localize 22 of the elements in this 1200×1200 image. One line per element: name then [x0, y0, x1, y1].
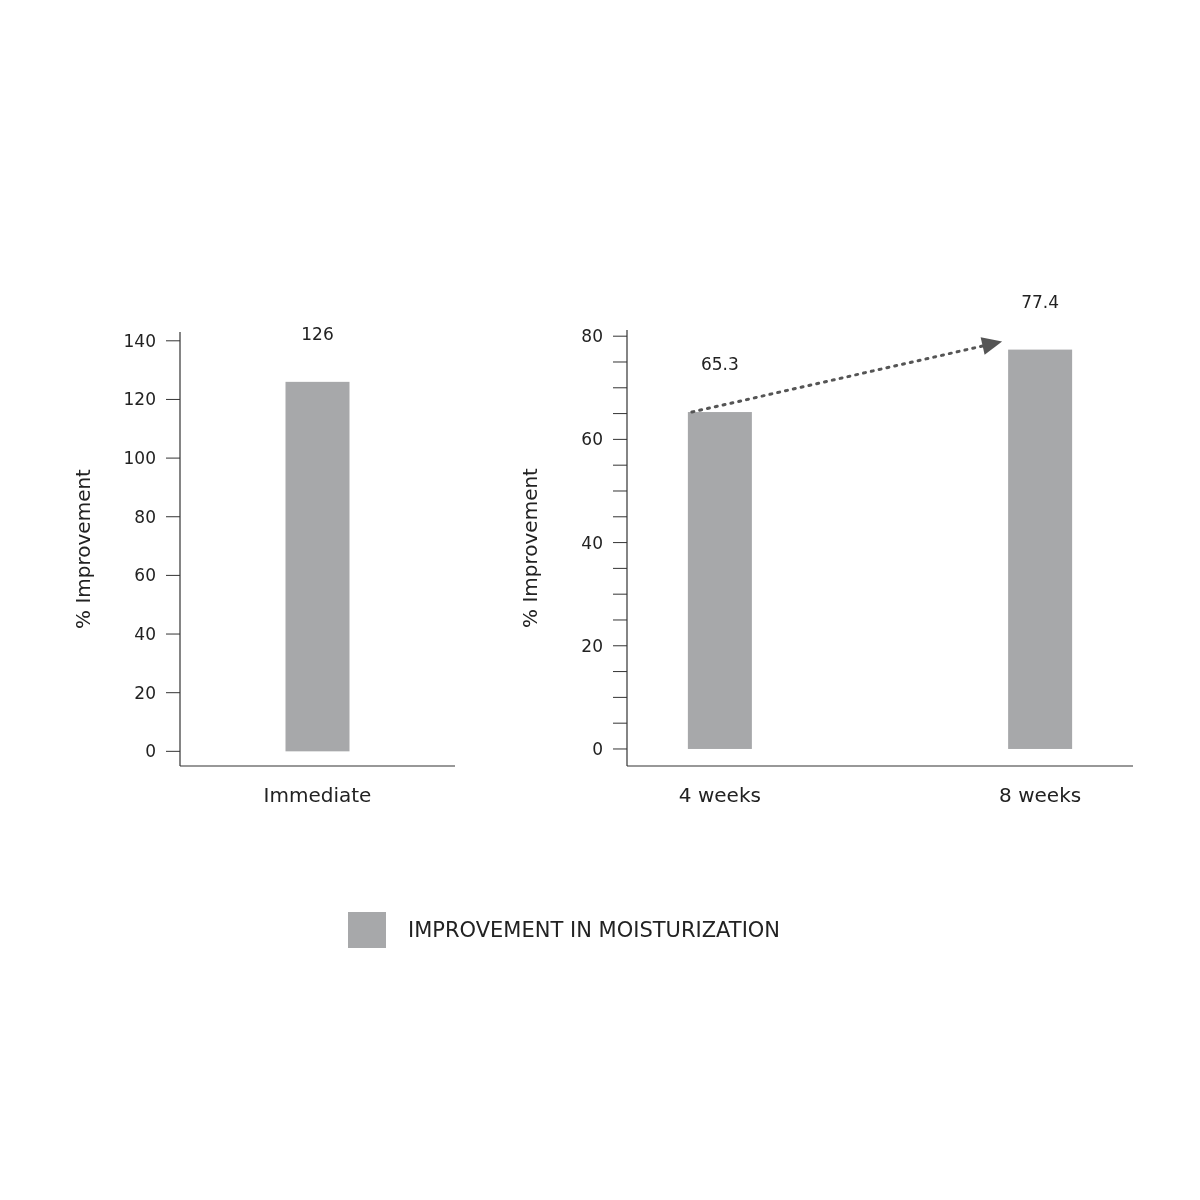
data-label: 77.4 [1021, 291, 1060, 312]
legend-label: IMPROVEMENT IN MOISTURIZATION [408, 918, 781, 943]
y-tick-label: 20 [134, 682, 156, 703]
x-tick-label: 4 weeks [678, 783, 761, 807]
y-tick-label: 40 [581, 532, 603, 553]
y-tick-label: 140 [123, 330, 156, 351]
y-tick-label: 60 [134, 565, 156, 586]
y-tick-label: 80 [581, 326, 603, 347]
data-label: 126 [301, 323, 334, 344]
data-label: 65.3 [700, 354, 739, 375]
y-axis-title: % Improvement [518, 467, 542, 628]
y-tick-label: 80 [134, 506, 156, 527]
y-tick-label: 120 [123, 389, 156, 410]
y-tick-label: 0 [592, 738, 603, 759]
y-tick-label: 60 [581, 429, 603, 450]
y-tick-label: 100 [123, 448, 156, 469]
x-tick-label: 8 weeks [999, 783, 1082, 807]
y-tick-label: 20 [581, 635, 603, 656]
y-tick-label: 0 [145, 741, 156, 762]
y-tick-label: 40 [134, 623, 156, 644]
y-axis-title: % Improvement [71, 468, 95, 629]
x-tick-label: Immediate [263, 783, 372, 807]
